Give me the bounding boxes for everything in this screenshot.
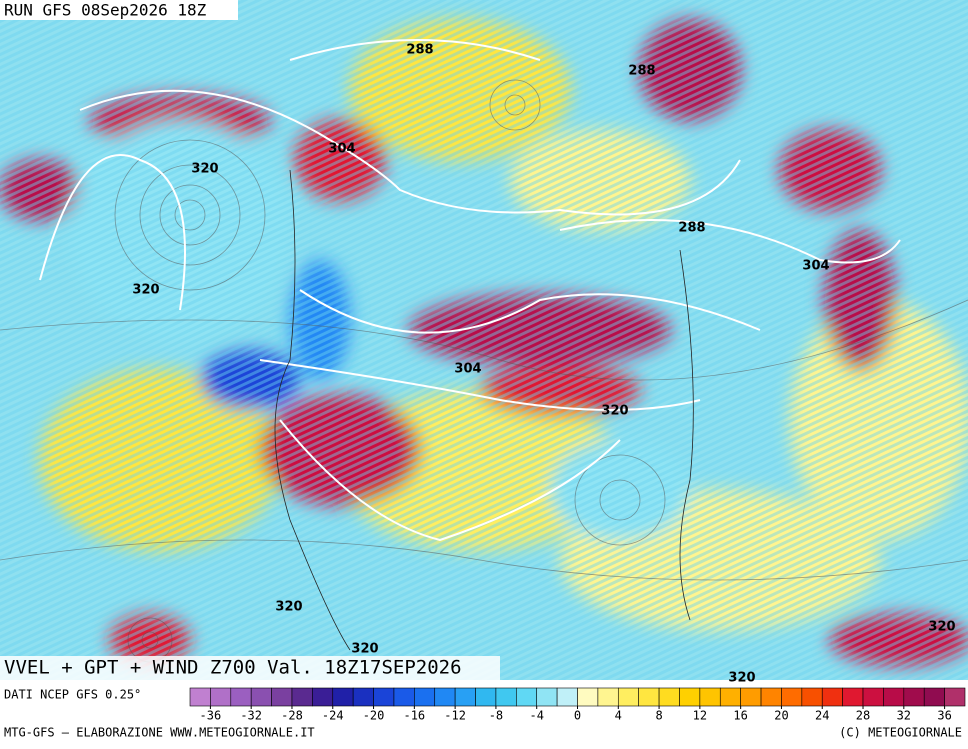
colorbar-tick-label: 0 bbox=[574, 709, 581, 723]
colorbar-swatch bbox=[312, 687, 334, 707]
streamlines bbox=[0, 79, 968, 663]
colorbar-swatch bbox=[230, 687, 252, 707]
copyright-label: (C) METEOGIORNALE bbox=[839, 726, 962, 740]
colorbar-swatch bbox=[883, 687, 905, 707]
contour-label: 320 bbox=[351, 642, 378, 657]
coastlines bbox=[274, 169, 694, 651]
colorbar-swatch bbox=[271, 687, 293, 707]
colorbar-tick-label: -4 bbox=[529, 709, 543, 723]
colorbar-tick-label: -20 bbox=[363, 709, 385, 723]
colorbar-swatch bbox=[373, 687, 395, 707]
colorbar-swatch bbox=[393, 687, 415, 707]
colorbar-tick-label: 24 bbox=[815, 709, 829, 723]
colorbar-swatch bbox=[332, 687, 354, 707]
run-label: RUN GFS 08Sep2026 18Z bbox=[4, 1, 207, 20]
geopotential-contours bbox=[39, 39, 901, 542]
title-box bbox=[0, 656, 500, 680]
colorbar-swatch bbox=[923, 687, 945, 707]
colorbar-tick-label: -28 bbox=[281, 709, 303, 723]
contour-label: 320 bbox=[191, 162, 218, 177]
colorbar-swatch bbox=[414, 687, 436, 707]
contour-label: 320 bbox=[928, 620, 955, 635]
contour-label: 288 bbox=[406, 43, 433, 58]
source-label: DATI NCEP GFS 0.25° bbox=[4, 688, 141, 702]
colorbar-swatch bbox=[699, 687, 721, 707]
contour-label: 304 bbox=[454, 362, 481, 377]
colorbar-swatch bbox=[740, 687, 762, 707]
colorbar-swatch bbox=[250, 687, 272, 707]
colorbar-swatch bbox=[781, 687, 803, 707]
colorbar-swatch bbox=[577, 687, 599, 707]
colorbar-tick-label: 28 bbox=[856, 709, 870, 723]
contour-label: 320 bbox=[728, 671, 755, 686]
contour-label: 304 bbox=[328, 142, 355, 157]
colorbar-swatch bbox=[536, 687, 558, 707]
colorbar-tick-label: 36 bbox=[937, 709, 951, 723]
colorbar-swatch bbox=[495, 687, 517, 707]
contour-label: 320 bbox=[601, 404, 628, 419]
colorbar-swatch bbox=[516, 687, 538, 707]
colorbar-tick-label: -24 bbox=[322, 709, 344, 723]
contour-label: 288 bbox=[628, 64, 655, 79]
colorbar-swatch bbox=[210, 687, 232, 707]
colorbar-swatch bbox=[597, 687, 619, 707]
colorbar-swatch bbox=[944, 687, 966, 707]
colorbar-tick-label: -8 bbox=[489, 709, 503, 723]
colorbar-swatch bbox=[454, 687, 476, 707]
colorbar-tick-label: 8 bbox=[655, 709, 662, 723]
colorbar-swatch bbox=[638, 687, 660, 707]
colorbar-tick-label: -36 bbox=[200, 709, 222, 723]
colorbar-tick-label: 12 bbox=[693, 709, 707, 723]
colorbar-swatch bbox=[475, 687, 497, 707]
contour-label: 320 bbox=[275, 600, 302, 615]
map-title: VVEL + GPT + WIND Z700 Val. 18Z17SEP2026 bbox=[4, 657, 462, 679]
colorbar-swatch bbox=[658, 687, 680, 707]
contour-label: 304 bbox=[802, 259, 829, 274]
colorbar-swatch bbox=[556, 687, 578, 707]
colorbar-swatch bbox=[903, 687, 925, 707]
colorbar-swatch bbox=[862, 687, 884, 707]
colorbar-swatch bbox=[617, 687, 639, 707]
colorbar-swatch bbox=[679, 687, 701, 707]
contour-label: 320 bbox=[132, 283, 159, 298]
colorbar-swatch bbox=[291, 687, 313, 707]
colorbar-swatch bbox=[434, 687, 456, 707]
colorbar-swatch bbox=[842, 687, 864, 707]
colorbar-tick-label: 20 bbox=[774, 709, 788, 723]
colorbar-swatch bbox=[760, 687, 782, 707]
colorbar-tick-label: -12 bbox=[444, 709, 466, 723]
run-box bbox=[0, 0, 238, 20]
colorbar-tick-label: 4 bbox=[615, 709, 622, 723]
colorbar-tick-label: -16 bbox=[403, 709, 425, 723]
colorbar-swatch bbox=[189, 687, 211, 707]
colorbar-swatch bbox=[719, 687, 741, 707]
colorbar-swatch bbox=[801, 687, 823, 707]
colorbar-tick-label: -32 bbox=[240, 709, 262, 723]
colorbar-tick-label: 32 bbox=[897, 709, 911, 723]
colorbar-swatch bbox=[352, 687, 374, 707]
contour-label: 288 bbox=[678, 221, 705, 236]
colorbar-swatch bbox=[821, 687, 843, 707]
colorbar-tick-label: 16 bbox=[733, 709, 747, 723]
credit-label: MTG-GFS — ELABORAZIONE WWW.METEOGIORNALE… bbox=[4, 726, 315, 740]
wind-streaks bbox=[0, 0, 968, 680]
